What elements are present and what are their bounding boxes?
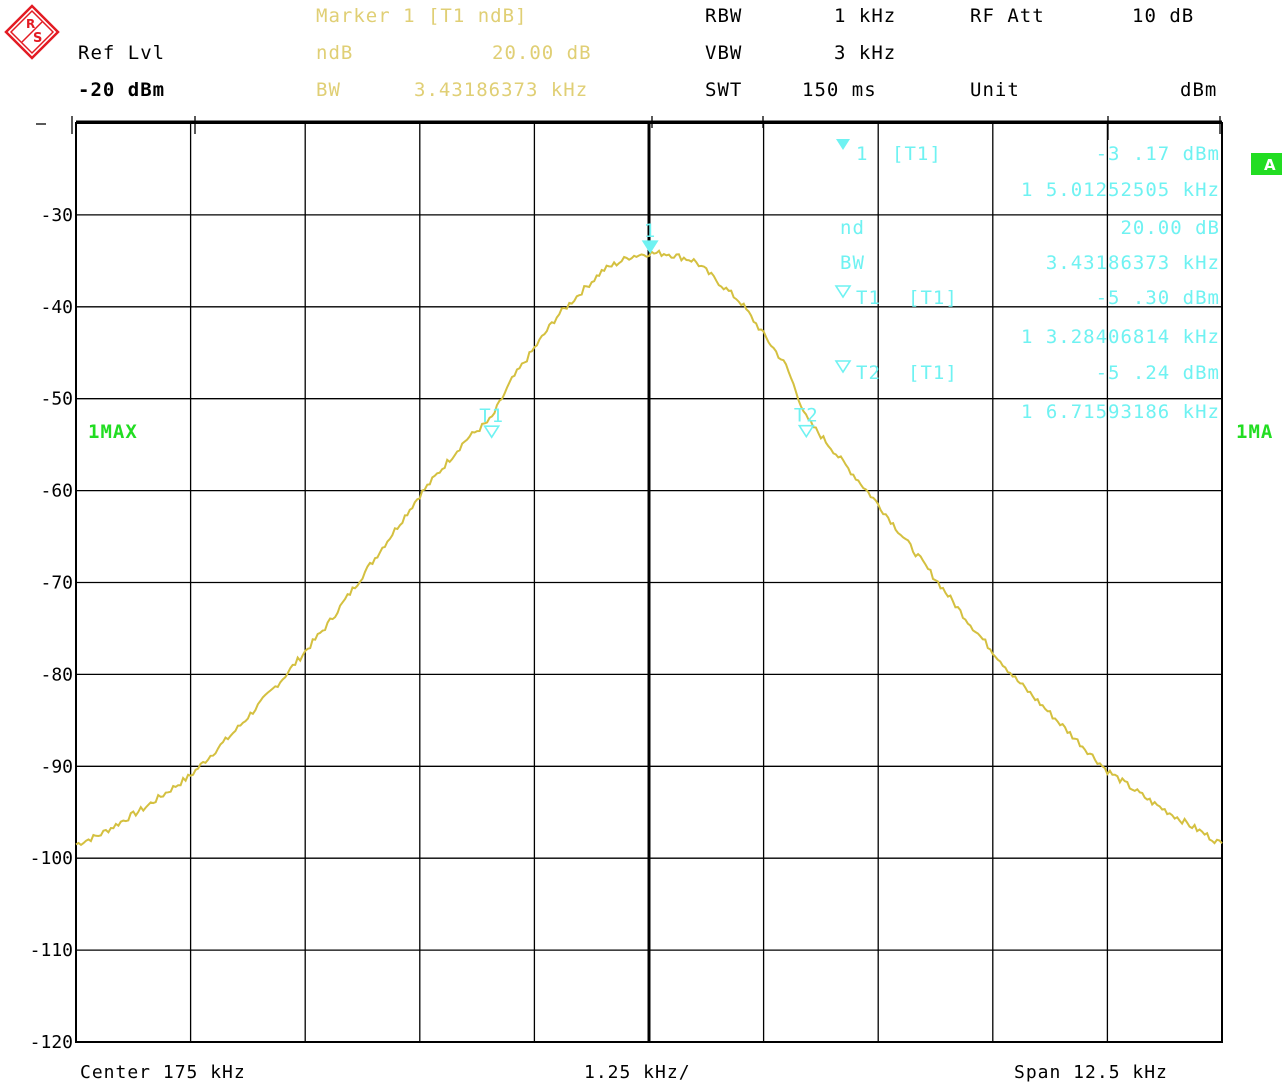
marker-1-label: 1 (644, 220, 656, 242)
rf-att-label: RF Att (970, 5, 1045, 27)
bw-value: 3.43186373 kHz (414, 79, 589, 101)
rbw-label: RBW (705, 5, 743, 27)
marker-t1-icon (483, 425, 501, 439)
ndb-value: 20.00 dB (492, 42, 592, 64)
marker-title: Marker 1 [T1 ndB] (316, 5, 528, 27)
trace-group (75, 249, 1223, 847)
marker-table-cell: [T1] (908, 287, 958, 309)
y-tick-label: -100 (30, 848, 73, 869)
vbw-label: VBW (705, 42, 743, 64)
status-badge (1251, 153, 1282, 175)
ref-level-label: Ref Lvl (78, 42, 166, 64)
marker-t2-icon (797, 424, 815, 439)
y-tick-label: -110 (30, 940, 73, 961)
unit-label: Unit (970, 79, 1020, 101)
frequency-span: Span 12.5 kHz (1014, 1062, 1168, 1083)
status-badge-label: A (1264, 156, 1276, 174)
frequency-per-division: 1.25 kHz/ (584, 1062, 691, 1083)
marker-table-cell: T1 (856, 287, 881, 309)
marker-1-icon (641, 240, 659, 254)
y-tick-label: -60 (40, 481, 73, 502)
marker-table-value: -3 .17 dBm (1096, 143, 1220, 165)
marker-table-value: 1 6.71593186 kHz (1021, 401, 1220, 423)
rohde-schwarz-logo-icon: R S (4, 4, 60, 60)
marker-table-cell: BW (840, 252, 865, 274)
marker-table-cell: [T1] (892, 143, 942, 165)
swt-label: SWT (705, 79, 743, 101)
y-tick-label: -40 (40, 297, 73, 318)
marker-table-temp-icon (834, 360, 852, 374)
y-tick-label: -120 (30, 1032, 73, 1053)
trace-mode-left-label: 1MAX (88, 421, 138, 443)
spectrum-trace (75, 249, 1223, 847)
marker-table-cell: nd (840, 217, 865, 239)
marker-table-value: 1 3.28406814 kHz (1021, 326, 1220, 348)
svg-text:R: R (26, 17, 35, 31)
unit-value: dBm (1180, 79, 1218, 101)
marker-table: 1 [T1] -3 .17 dBm 1 5.01252505 kHz nd 20.00 d… (834, 139, 1220, 423)
ndb-label: ndB (316, 42, 354, 64)
rf-att-value: 10 dB (1132, 5, 1195, 27)
y-tick-label: -90 (40, 756, 73, 777)
y-tick-label: -30 (40, 205, 73, 226)
ref-level-value: -20 dBm (78, 79, 166, 101)
marker-t2-label: T2 (794, 405, 819, 427)
bw-label: BW (316, 79, 341, 101)
y-tick-label: -80 (40, 664, 73, 685)
vbw-value: 3 kHz (834, 42, 897, 64)
marker-table-value: 20.00 dB (1120, 217, 1220, 239)
svg-text:S: S (33, 31, 42, 46)
swt-value: 150 ms (802, 79, 877, 101)
marker-table-value: 1 5.01252505 kHz (1021, 179, 1220, 201)
marker-table-value: -5 .24 dBm (1096, 362, 1220, 384)
y-axis-labels: -30 -40 -50 -60 -70 -80 -90 -100 -110 -120 (30, 205, 73, 1053)
marker-t1-label: T1 (479, 405, 504, 427)
marker-table-value: 3.43186373 kHz (1046, 252, 1220, 274)
y-tick-label: -50 (40, 389, 73, 410)
marker-table-cell: 1 (856, 143, 868, 165)
marker-table-delta-icon (836, 139, 850, 150)
markers-group: 1 T1 T2 (479, 220, 819, 439)
y-tick-label: -70 (40, 573, 73, 594)
rbw-value: 1 kHz (834, 5, 897, 27)
grid (36, 116, 1223, 1043)
trace-mode-right-label: 1MA (1236, 421, 1273, 443)
marker-table-cell: [T1] (908, 362, 958, 384)
marker-table-temp-icon (834, 285, 852, 299)
marker-table-cell: T2 (856, 362, 881, 384)
marker-table-value: -5 .30 dBm (1096, 287, 1220, 309)
center-frequency: Center 175 kHz (80, 1062, 246, 1083)
